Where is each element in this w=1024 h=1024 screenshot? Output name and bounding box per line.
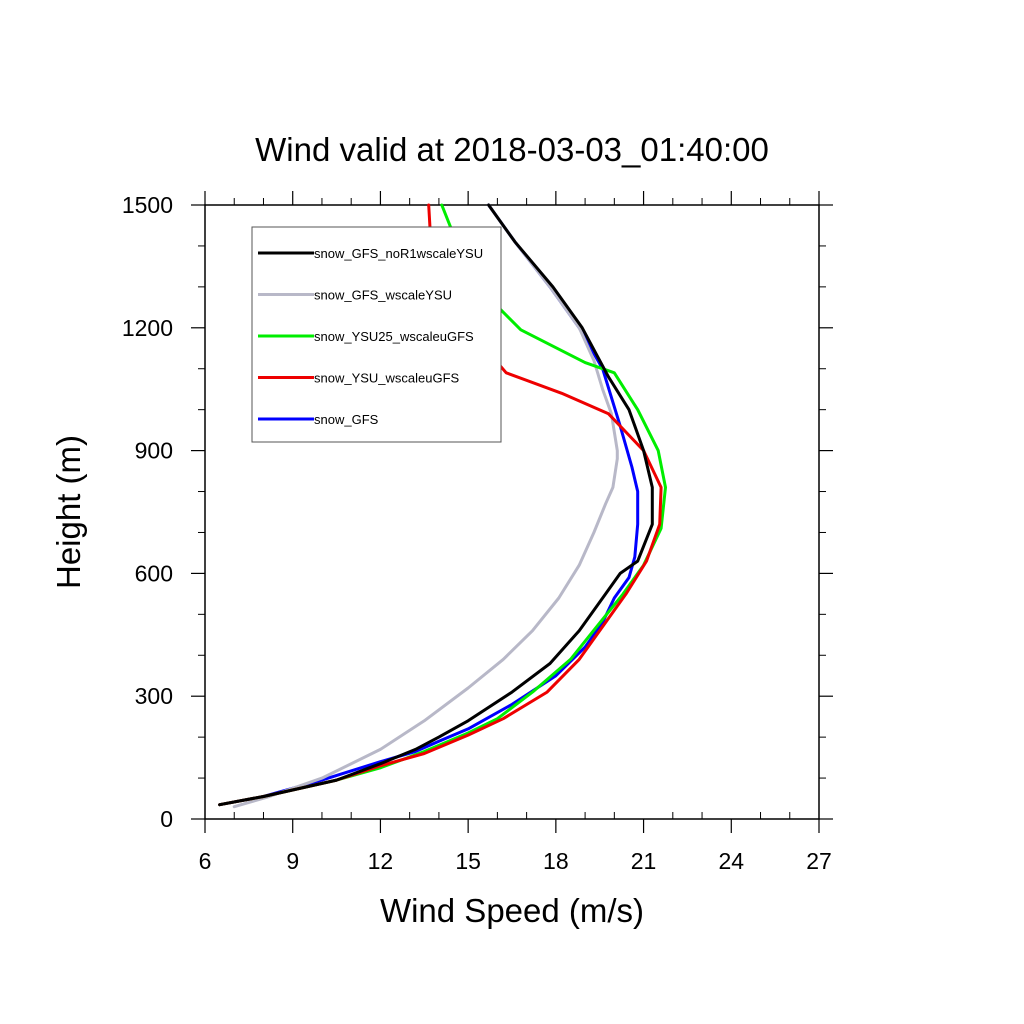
y-axis-label: Height (m)	[50, 435, 87, 589]
y-tick-label: 0	[160, 806, 173, 832]
plot-frame	[204, 204, 820, 820]
x-axis-label: Wind Speed (m/s)	[380, 892, 644, 929]
x-tick-label: 12	[368, 848, 394, 874]
legend-label-snow_YSU_wscaleuGFS: snow_YSU_wscaleuGFS	[314, 371, 460, 386]
x-tick-label: 27	[806, 848, 832, 874]
axis-ticks	[191, 191, 833, 833]
x-tick-label: 21	[631, 848, 657, 874]
y-tick-label: 1200	[122, 315, 173, 341]
chart-title: Wind valid at 2018-03-03_01:40:00	[255, 131, 769, 168]
x-tick-label: 18	[543, 848, 569, 874]
series-line-snow_GFS_noR1wscaleYSU	[218, 203, 654, 807]
x-tick-labels: 6 9 12 15 18 21 24 27	[199, 848, 832, 874]
y-tick-label: 900	[135, 438, 173, 464]
y-tick-labels: 0 300 600 900 1200 1500	[122, 192, 173, 832]
legend-label-snow_GFS: snow_GFS	[314, 412, 379, 427]
y-tick-label: 300	[135, 683, 173, 709]
x-tick-label: 24	[718, 848, 744, 874]
legend-label-snow_GFS_wscaleYSU: snow_GFS_wscaleYSU	[314, 288, 452, 303]
x-tick-label: 6	[199, 848, 212, 874]
legend: snow_GFS_noR1wscaleYSU snow_GFS_wscaleYSU…	[251, 226, 502, 443]
legend-items: snow_GFS_noR1wscaleYSU snow_GFS_wscaleYSU…	[258, 246, 483, 427]
y-tick-label: 1500	[122, 192, 173, 218]
legend-label-snow_YSU25_wscaleuGFS: snow_YSU25_wscaleuGFS	[314, 329, 474, 344]
legend-label-snow_GFS_noR1wscaleYSU: snow_GFS_noR1wscaleYSU	[314, 246, 483, 261]
y-tick-label: 600	[135, 560, 173, 586]
x-tick-label: 9	[286, 848, 299, 874]
series-line-snow_GFS_wscaleYSU	[232, 203, 619, 809]
x-tick-label: 15	[455, 848, 481, 874]
